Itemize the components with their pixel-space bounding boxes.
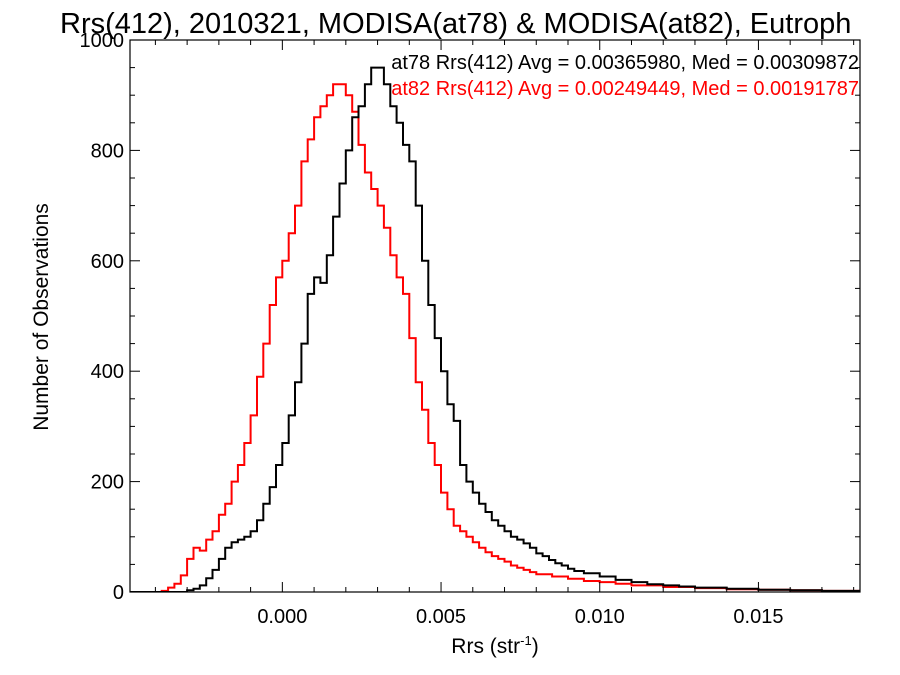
y-tick-label: 0 — [113, 582, 124, 604]
x-tick-label: 0.010 — [575, 606, 625, 628]
plot-border — [129, 39, 861, 593]
x-axis: 0.000 0.005 0.010 0.015 — [154, 40, 855, 628]
series-layer — [130, 66, 860, 592]
x-axis-label: Rrs (str-1) — [451, 633, 538, 658]
y-tick-label: 800 — [91, 140, 124, 162]
legend-entry-at82: at82 Rrs(412) Avg = 0.00249449, Med = 0.… — [391, 78, 859, 100]
y-axis-label: Number of Observations — [30, 203, 53, 431]
series-line-at78 — [130, 66, 860, 592]
x-tick-label: 0.005 — [416, 606, 466, 628]
y-tick-label: 600 — [91, 251, 124, 273]
y-tick-label: 200 — [91, 472, 124, 494]
x-tick-label: 0.000 — [257, 606, 307, 628]
x-tick-label: 0.015 — [733, 606, 783, 628]
legend: at78 Rrs(412) Avg = 0.00365980, Med = 0.… — [391, 52, 859, 100]
y-tick-label: 1000 — [80, 30, 125, 52]
y-tick-label: 400 — [91, 361, 124, 383]
y-axis: 0 200 400 600 800 1000 — [80, 30, 860, 604]
chart-title: Rrs(412), 2010321, MODISA(at78) & MODISA… — [60, 8, 851, 40]
series-line-at82 — [130, 83, 860, 592]
legend-entry-at78: at78 Rrs(412) Avg = 0.00365980, Med = 0.… — [391, 52, 859, 74]
axis-frame — [129, 39, 861, 593]
